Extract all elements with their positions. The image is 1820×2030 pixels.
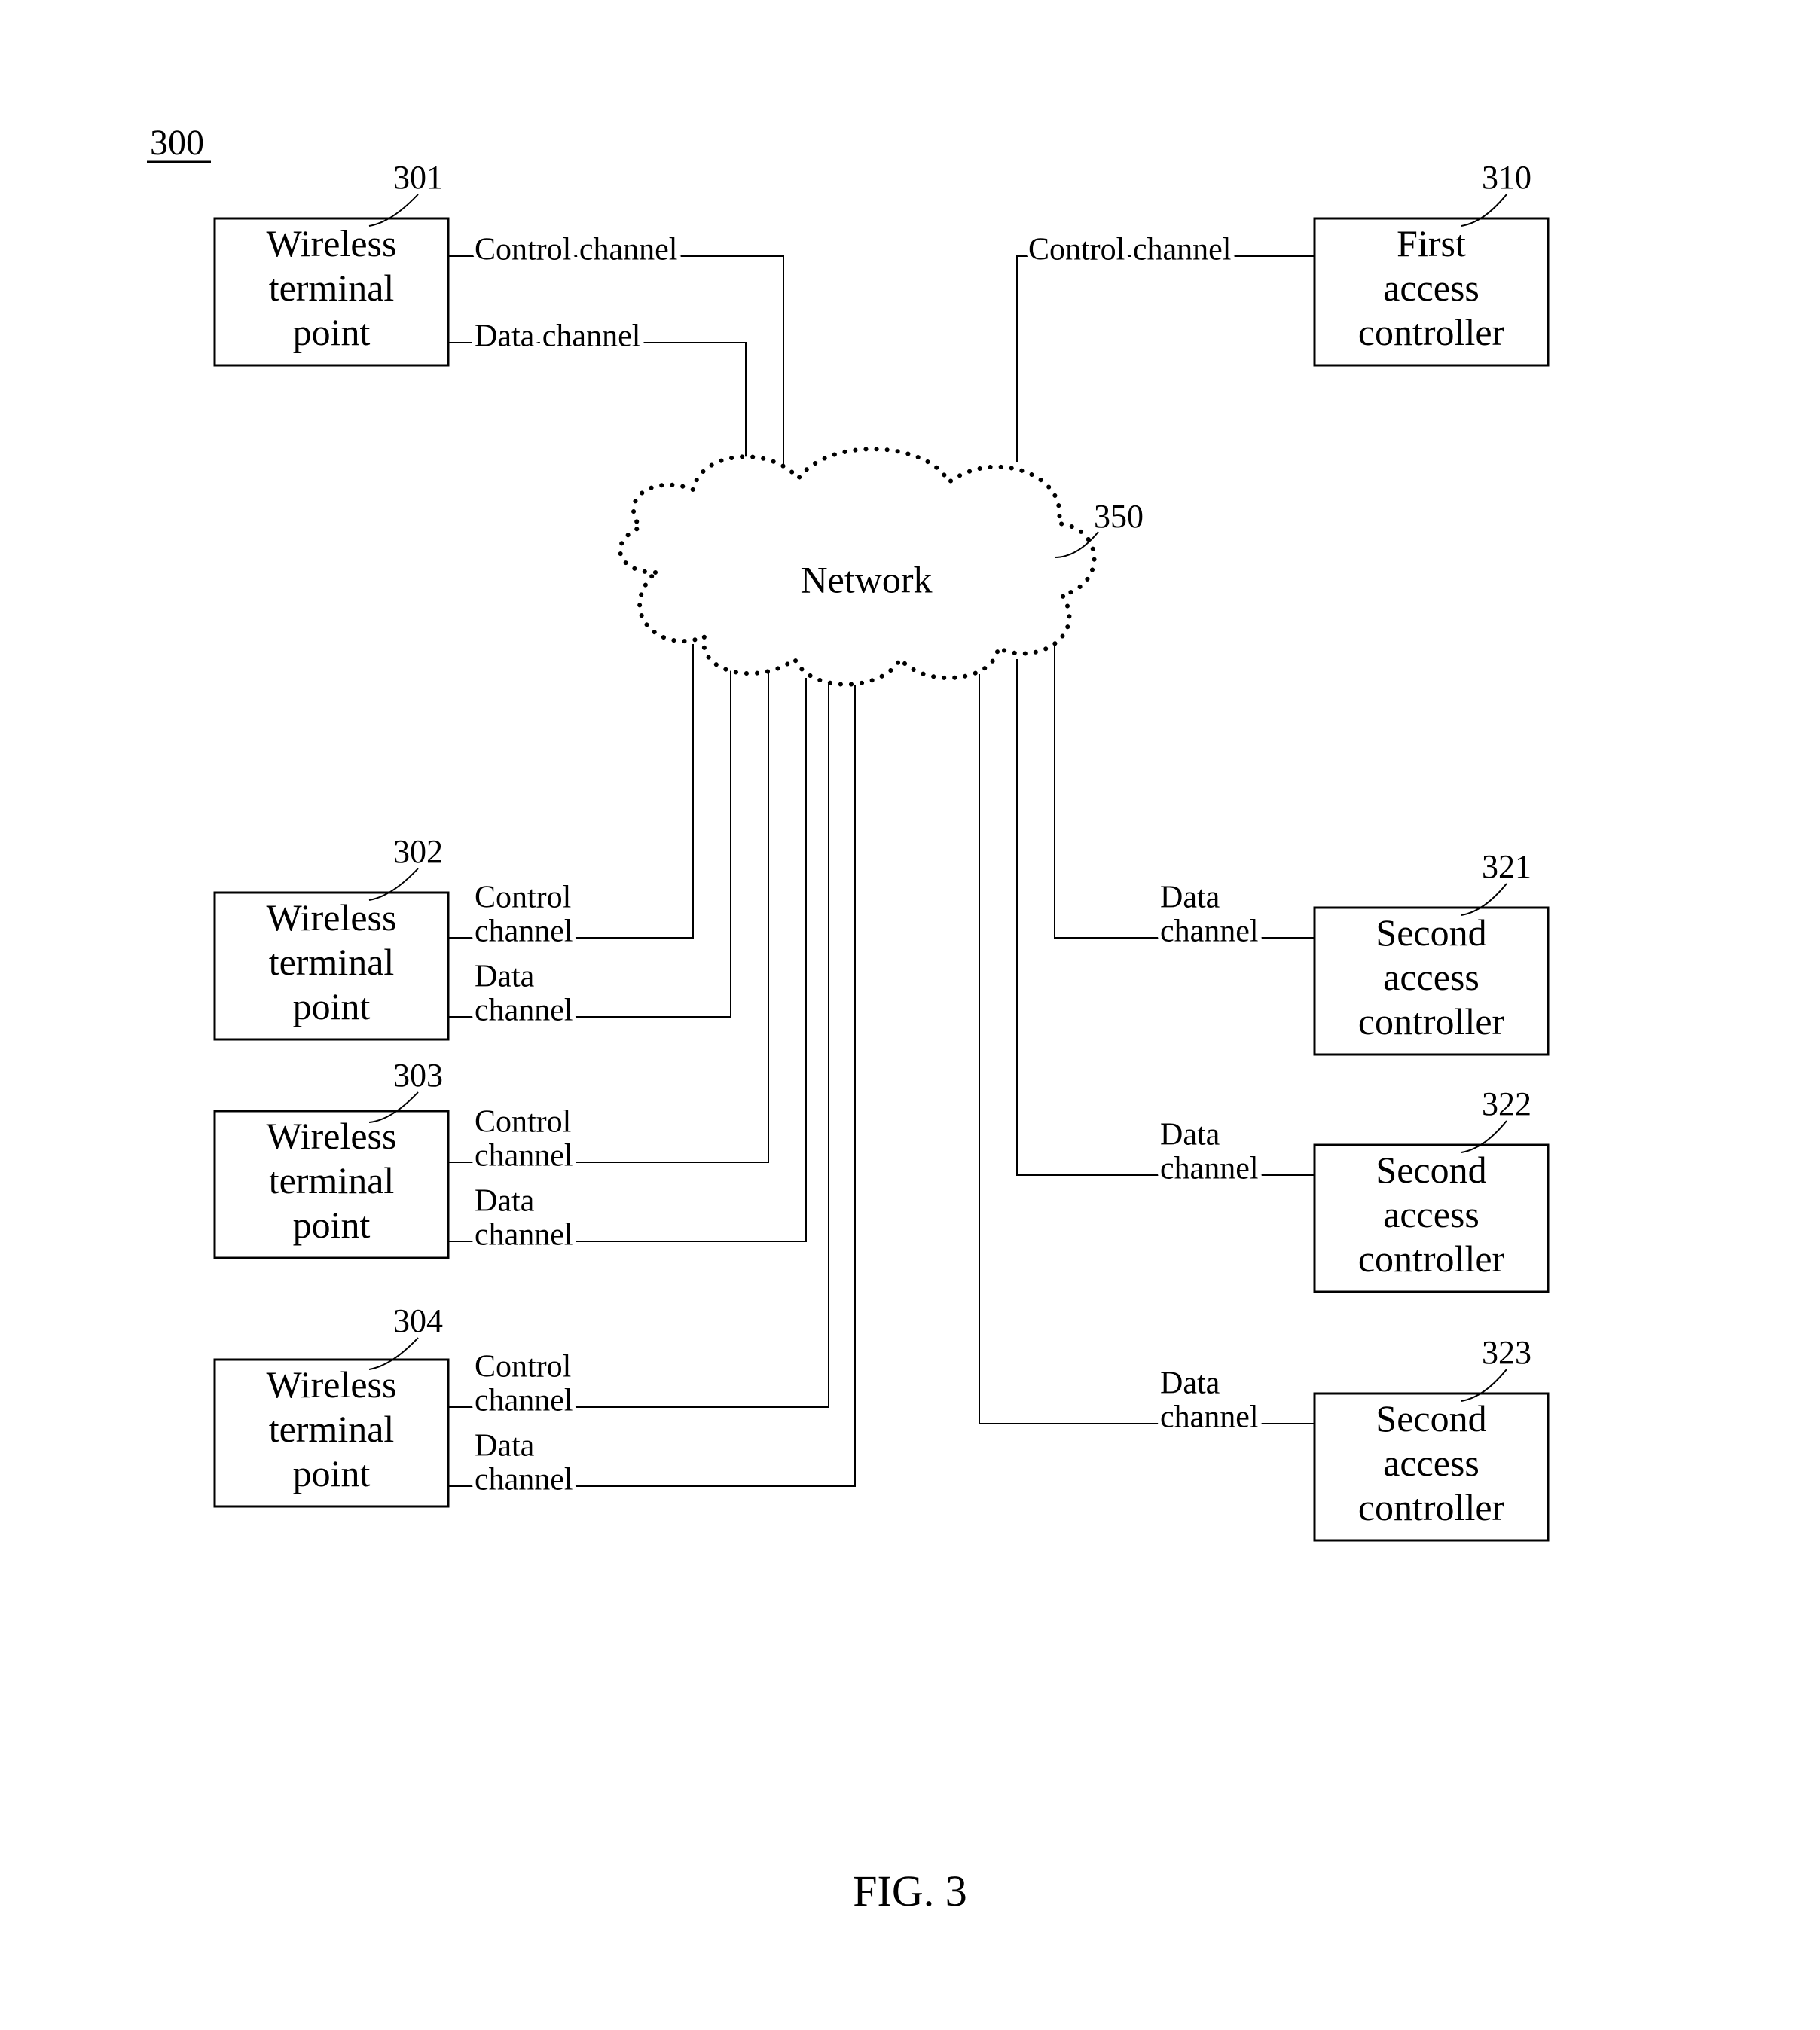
node-label: access [1383,956,1480,998]
node-fac: Firstaccesscontroller 310 [1315,159,1548,365]
wire [448,256,783,467]
ref-321: 321 [1482,848,1531,885]
node-wtp3: Wirelessterminalpoint303 [215,1057,448,1258]
node-wtp2: Wirelessterminalpoint 302 [215,833,448,1039]
channel-label: channel [475,1218,573,1253]
channel-label: Control [475,1105,571,1140]
figure-caption: FIG. 3 [853,1867,966,1916]
wires-group [448,256,1315,1486]
node-sac1: Secondaccesscontroller 321 [1315,848,1548,1055]
ref-301: 301 [393,159,443,196]
channel-label: Data [475,960,535,994]
node-label: terminal [269,1408,395,1450]
figure-ref: 300 [150,123,204,163]
channel-label: Data [1160,1366,1220,1401]
node-sac2: Secondaccesscontroller 322 [1315,1085,1548,1292]
channel-label: Control channel [1028,233,1231,267]
node-label: Second [1376,1149,1486,1191]
channel-label: channel [475,1463,573,1497]
ref-323: 323 [1482,1334,1531,1371]
node-label: controller [1358,1238,1505,1280]
node-label: controller [1358,311,1505,353]
wire [979,674,1315,1424]
channel-label: Data [475,1429,535,1464]
node-label: access [1383,1442,1480,1484]
node-label: point [293,985,371,1027]
network-cloud: Network 350 [620,449,1144,685]
node-label: point [293,1204,371,1246]
channel-label: Data channel [475,319,640,354]
node-label: point [293,1452,371,1494]
ref-303: 303 [393,1057,443,1094]
node-label: Wireless [267,222,397,264]
node-label: point [293,311,371,353]
node-label: Wireless [267,896,397,939]
network-label: Network [801,558,933,600]
channel-label: channel [1160,1152,1259,1186]
channel-label: channel [475,1384,573,1418]
channel-label: Data [475,1184,535,1219]
ref-350: 350 [1094,498,1144,535]
node-label: terminal [269,941,395,983]
channel-label: Data [1160,1118,1220,1152]
node-label: terminal [269,267,395,309]
node-label: First [1397,222,1466,264]
channel-label: channel [475,994,573,1028]
node-label: access [1383,1193,1480,1235]
channel-label: channel [1160,914,1259,949]
ref-322: 322 [1482,1085,1531,1122]
channel-label: channel [475,1139,573,1174]
wire [448,684,829,1407]
node-wtp1: Wirelessterminalpoint 301 [215,159,448,365]
node-label: access [1383,267,1480,309]
node-label: controller [1358,1000,1505,1042]
ref-310: 310 [1482,159,1531,196]
node-label: Second [1376,911,1486,954]
channel-label: Control [475,1350,571,1384]
node-label: Wireless [267,1363,397,1406]
channel-label: channel [1160,1400,1259,1435]
ref-304: 304 [393,1302,443,1339]
node-label: Second [1376,1397,1486,1439]
node-wtp4: Wirelessterminalpoint 304 [215,1302,448,1506]
ref-302: 302 [393,833,443,870]
node-label: controller [1358,1486,1505,1528]
channel-label: Control channel [475,233,677,267]
wire [448,343,746,482]
channel-label: channel [475,914,573,949]
node-label: terminal [269,1159,395,1201]
channel-label: Control [475,881,571,915]
wire [1017,256,1315,462]
channel-label: Data [1160,881,1220,915]
node-sac3: Secondaccesscontroller 323 [1315,1334,1548,1540]
